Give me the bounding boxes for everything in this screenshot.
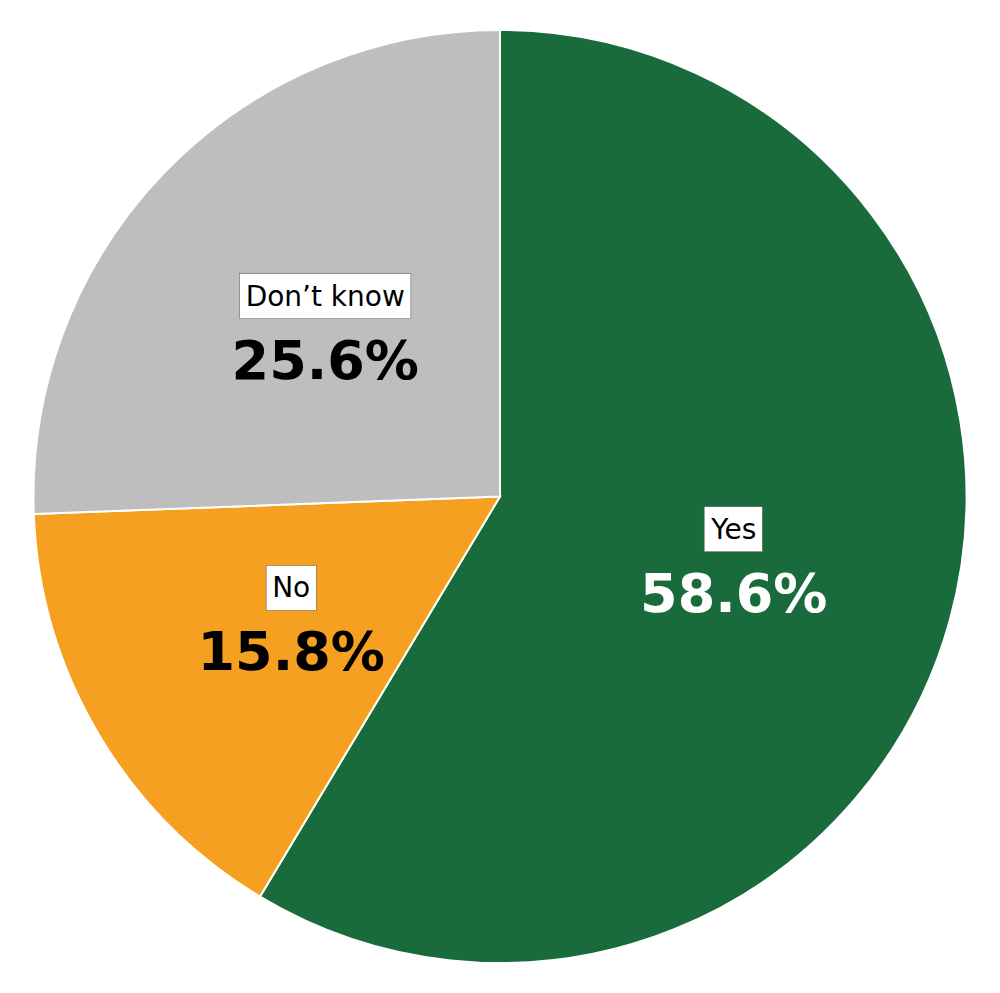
data-label: 15.8% xyxy=(198,620,385,683)
slice-label: Yes 58.6% xyxy=(640,507,827,625)
slice xyxy=(33,30,500,514)
category-label: No xyxy=(272,571,310,604)
data-label: 58.6% xyxy=(640,562,827,625)
slice-label: Don’t know 25.6% xyxy=(232,274,419,392)
labels: Yes 58.6% No 15.8% Don’t know 25.6% xyxy=(198,274,828,684)
pie: Yes 58.6% No 15.8% Don’t know 25.6% xyxy=(33,30,966,963)
label-box xyxy=(266,565,316,610)
slice xyxy=(34,497,500,897)
category-label: Yes xyxy=(710,513,756,546)
chart: Yes 58.6% No 15.8% Don’t know 25.6% xyxy=(0,0,1000,993)
slices xyxy=(33,30,966,963)
label-box xyxy=(240,274,411,319)
slice-label: No 15.8% xyxy=(198,565,385,683)
category-label: Don’t know xyxy=(246,280,405,313)
data-label: 25.6% xyxy=(232,329,419,392)
label-box xyxy=(704,507,762,552)
